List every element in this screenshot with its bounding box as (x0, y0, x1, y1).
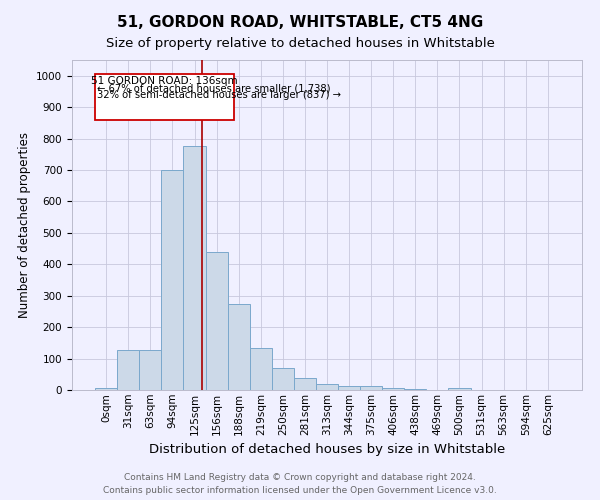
X-axis label: Distribution of detached houses by size in Whitstable: Distribution of detached houses by size … (149, 443, 505, 456)
Bar (294, 378, 316, 390)
Bar (360, 386, 382, 390)
Bar (448, 388, 470, 390)
Bar (139, 350, 161, 390)
Bar (206, 252, 227, 390)
Text: ← 67% of detached houses are smaller (1,738): ← 67% of detached houses are smaller (1,… (97, 84, 331, 94)
Text: 51, GORDON ROAD, WHITSTABLE, CT5 4NG: 51, GORDON ROAD, WHITSTABLE, CT5 4NG (117, 15, 483, 30)
Text: 51 GORDON ROAD: 136sqm: 51 GORDON ROAD: 136sqm (91, 76, 238, 86)
Bar (338, 386, 360, 390)
Bar (95, 388, 117, 390)
Bar (117, 350, 139, 390)
Text: Size of property relative to detached houses in Whitstable: Size of property relative to detached ho… (106, 38, 494, 51)
Bar (316, 384, 338, 390)
Bar (250, 348, 272, 390)
Text: Contains HM Land Registry data © Crown copyright and database right 2024.
Contai: Contains HM Land Registry data © Crown c… (103, 474, 497, 495)
Text: 32% of semi-detached houses are larger (837) →: 32% of semi-detached houses are larger (… (97, 90, 341, 100)
Bar (382, 388, 404, 390)
Bar (227, 304, 250, 390)
Bar (272, 368, 294, 390)
Y-axis label: Number of detached properties: Number of detached properties (17, 132, 31, 318)
Bar (184, 146, 206, 390)
FancyBboxPatch shape (95, 74, 234, 120)
Bar (161, 170, 184, 390)
